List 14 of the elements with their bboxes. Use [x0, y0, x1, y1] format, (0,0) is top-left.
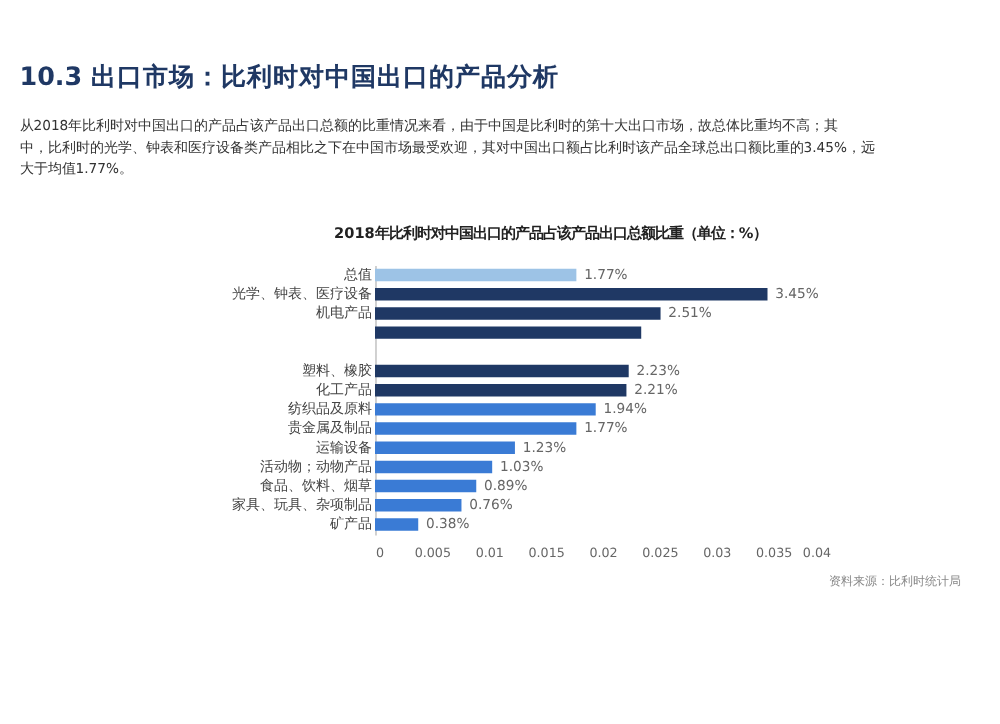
- bar: [375, 307, 661, 320]
- bar: [375, 403, 596, 416]
- bar: [375, 422, 577, 435]
- bar: [375, 441, 515, 454]
- bar: [375, 499, 462, 512]
- bar: [375, 383, 627, 397]
- bar: [375, 326, 642, 339]
- bar: [375, 364, 629, 378]
- bar: [375, 518, 419, 531]
- chart-title: 10.3 出口市场：比利时对中国出口的产品分析: [19, 61, 559, 92]
- bar: [375, 479, 477, 493]
- bar: [375, 288, 768, 301]
- bar: [375, 268, 577, 282]
- bar: [375, 460, 493, 474]
